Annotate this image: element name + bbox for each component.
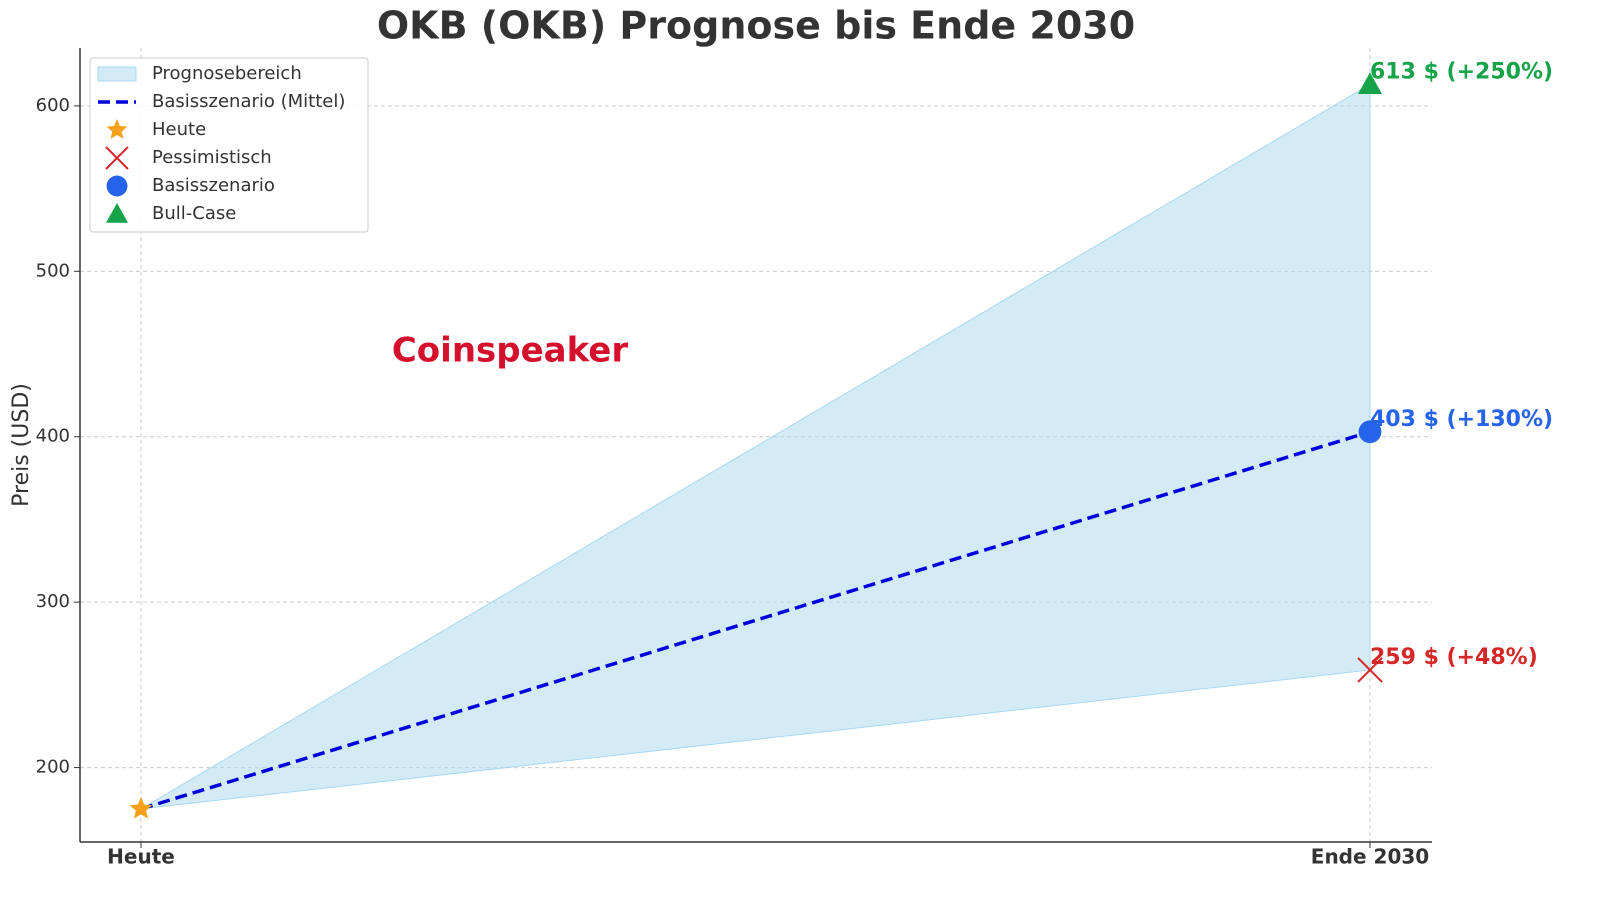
legend-label: Prognosebereich bbox=[152, 63, 302, 84]
star-marker bbox=[129, 796, 153, 819]
legend-label: Basisszenario bbox=[152, 175, 275, 196]
value-label: 403 $ (+130%) bbox=[1370, 407, 1553, 432]
x-tick-label: Ende 2030 bbox=[1311, 845, 1429, 869]
legend-label: Heute bbox=[152, 119, 206, 140]
y-tick-label: 600 bbox=[36, 95, 70, 116]
y-tick-label: 300 bbox=[36, 591, 70, 612]
line bbox=[140, 430, 1371, 811]
y-axis-label: Preis (USD) bbox=[9, 383, 34, 507]
x-marker bbox=[1357, 657, 1383, 683]
forecast-band bbox=[140, 83, 1371, 810]
legend-box bbox=[89, 57, 369, 233]
x-stroke bbox=[1357, 657, 1383, 683]
triangle-marker bbox=[106, 203, 128, 223]
x-stroke bbox=[105, 146, 129, 170]
legend-label: Basisszenario (Mittel) bbox=[152, 91, 345, 112]
y-tick-label: 500 bbox=[36, 260, 70, 281]
x-tick-label: Heute bbox=[107, 845, 175, 869]
circle-marker bbox=[1358, 420, 1382, 444]
star-marker bbox=[106, 119, 128, 139]
chart-title: OKB (OKB) Prognose bis Ende 2030 bbox=[377, 4, 1135, 48]
legend-label: Pessimistisch bbox=[152, 147, 272, 168]
triangle-marker bbox=[1358, 72, 1382, 94]
value-label: 259 $ (+48%) bbox=[1370, 645, 1538, 670]
legend-label: Bull-Case bbox=[152, 203, 236, 224]
circle-marker bbox=[106, 175, 128, 197]
value-label: 613 $ (+250%) bbox=[1370, 59, 1553, 84]
y-tick-label: 400 bbox=[36, 426, 70, 447]
legend: Prognosebereich Basisszenario (Mittel) Heu… bbox=[89, 57, 369, 233]
x-marker bbox=[105, 146, 129, 170]
legend-swatch bbox=[97, 66, 137, 82]
watermark: Coinspeaker bbox=[392, 331, 629, 371]
y-tick-label: 200 bbox=[36, 757, 70, 778]
